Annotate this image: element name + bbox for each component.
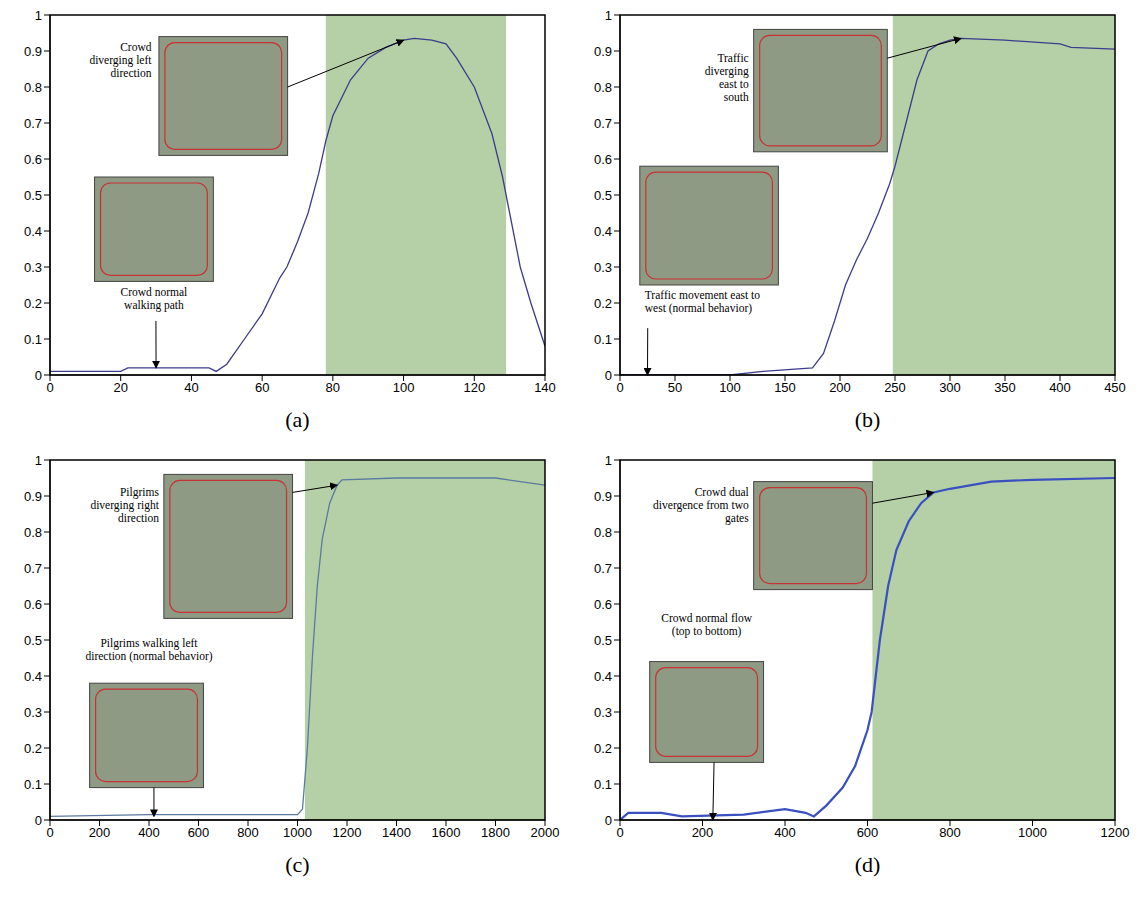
svg-text:0.2: 0.2 [594, 296, 612, 311]
svg-text:140: 140 [534, 380, 556, 395]
svg-text:200: 200 [829, 380, 851, 395]
svg-text:0.4: 0.4 [24, 669, 42, 684]
svg-text:0.3: 0.3 [24, 705, 42, 720]
svg-text:0.8: 0.8 [24, 80, 42, 95]
svg-text:0.5: 0.5 [24, 633, 42, 648]
svg-text:450: 450 [1104, 380, 1126, 395]
svg-text:0: 0 [616, 825, 623, 840]
svg-text:0.9: 0.9 [24, 489, 42, 504]
svg-text:50: 50 [668, 380, 682, 395]
svg-text:0.6: 0.6 [24, 152, 42, 167]
svg-text:0.4: 0.4 [24, 224, 42, 239]
svg-text:0.1: 0.1 [594, 332, 612, 347]
svg-text:400: 400 [774, 825, 796, 840]
svg-text:0.1: 0.1 [24, 777, 42, 792]
svg-text:0: 0 [616, 380, 623, 395]
svg-text:40: 40 [184, 380, 198, 395]
svg-text:200: 200 [89, 825, 111, 840]
svg-text:0.5: 0.5 [24, 188, 42, 203]
svg-text:0.6: 0.6 [24, 597, 42, 612]
svg-text:Trafficdivergingeast tosouth: Trafficdivergingeast tosouth [705, 52, 749, 103]
svg-text:20: 20 [113, 380, 127, 395]
svg-text:1000: 1000 [283, 825, 312, 840]
svg-text:0.2: 0.2 [24, 741, 42, 756]
svg-text:300: 300 [939, 380, 961, 395]
html-text:(c): (c) [285, 852, 310, 877]
svg-text:0.6: 0.6 [594, 597, 612, 612]
svg-text:100: 100 [393, 380, 415, 395]
svg-text:0.3: 0.3 [594, 705, 612, 720]
svg-text:0.8: 0.8 [594, 525, 612, 540]
svg-text:1200: 1200 [1101, 825, 1130, 840]
svg-text:0.7: 0.7 [594, 116, 612, 131]
html-text:(b): (b) [854, 407, 881, 432]
svg-text:0.5: 0.5 [594, 633, 612, 648]
svg-text:Traffic movement east towest (: Traffic movement east towest (normal beh… [645, 289, 761, 315]
svg-text:600: 600 [188, 825, 210, 840]
svg-text:0.2: 0.2 [24, 296, 42, 311]
html-text:(d): (d) [854, 852, 881, 877]
svg-text:0.7: 0.7 [594, 561, 612, 576]
svg-text:1400: 1400 [382, 825, 411, 840]
svg-text:80: 80 [326, 380, 340, 395]
svg-text:0.6: 0.6 [594, 152, 612, 167]
svg-text:1: 1 [605, 8, 612, 23]
svg-text:120: 120 [463, 380, 485, 395]
svg-text:0.3: 0.3 [594, 260, 612, 275]
svg-text:Crowd normal flow(top to botto: Crowd normal flow(top to bottom) [661, 612, 752, 638]
svg-text:Crowd dualdivergence from twog: Crowd dualdivergence from twogates [653, 486, 749, 525]
svg-text:0.1: 0.1 [24, 332, 42, 347]
svg-text:0: 0 [35, 368, 42, 383]
svg-text:0: 0 [605, 368, 612, 383]
svg-text:1000: 1000 [1018, 825, 1047, 840]
svg-text:150: 150 [774, 380, 796, 395]
svg-text:0.1: 0.1 [594, 777, 612, 792]
svg-text:0.8: 0.8 [24, 525, 42, 540]
svg-text:0: 0 [46, 825, 53, 840]
svg-text:60: 60 [255, 380, 269, 395]
svg-text:Crowddiverging leftdirection: Crowddiverging leftdirection [89, 41, 152, 79]
svg-text:1: 1 [605, 453, 612, 468]
html-text:(a): (a) [285, 407, 310, 432]
svg-text:0.9: 0.9 [594, 489, 612, 504]
svg-text:800: 800 [939, 825, 961, 840]
svg-text:350: 350 [994, 380, 1016, 395]
svg-text:0.9: 0.9 [24, 44, 42, 59]
svg-text:0.4: 0.4 [594, 669, 612, 684]
svg-text:0: 0 [46, 380, 53, 395]
svg-text:0.2: 0.2 [594, 741, 612, 756]
svg-text:200: 200 [692, 825, 714, 840]
svg-text:0.8: 0.8 [594, 80, 612, 95]
svg-text:0.5: 0.5 [594, 188, 612, 203]
svg-text:400: 400 [1049, 380, 1071, 395]
svg-text:100: 100 [719, 380, 741, 395]
svg-text:800: 800 [237, 825, 259, 840]
svg-text:Crowd normalwalking path: Crowd normalwalking path [121, 286, 188, 312]
svg-text:400: 400 [138, 825, 160, 840]
svg-text:0: 0 [605, 813, 612, 828]
svg-text:0.7: 0.7 [24, 561, 42, 576]
svg-text:2000: 2000 [531, 825, 560, 840]
svg-text:Pilgrimsdiverging rightdirecti: Pilgrimsdiverging rightdirection [90, 486, 159, 524]
svg-text:1: 1 [35, 8, 42, 23]
svg-text:0: 0 [35, 813, 42, 828]
svg-text:0.7: 0.7 [24, 116, 42, 131]
svg-text:0.3: 0.3 [24, 260, 42, 275]
svg-text:1600: 1600 [432, 825, 461, 840]
svg-text:0.4: 0.4 [594, 224, 612, 239]
svg-text:600: 600 [857, 825, 879, 840]
svg-text:250: 250 [884, 380, 906, 395]
svg-text:1800: 1800 [481, 825, 510, 840]
svg-text:0.9: 0.9 [594, 44, 612, 59]
svg-text:1200: 1200 [333, 825, 362, 840]
svg-text:1: 1 [35, 453, 42, 468]
svg-text:Pilgrims walking leftdirection: Pilgrims walking leftdirection (normal b… [85, 637, 212, 663]
